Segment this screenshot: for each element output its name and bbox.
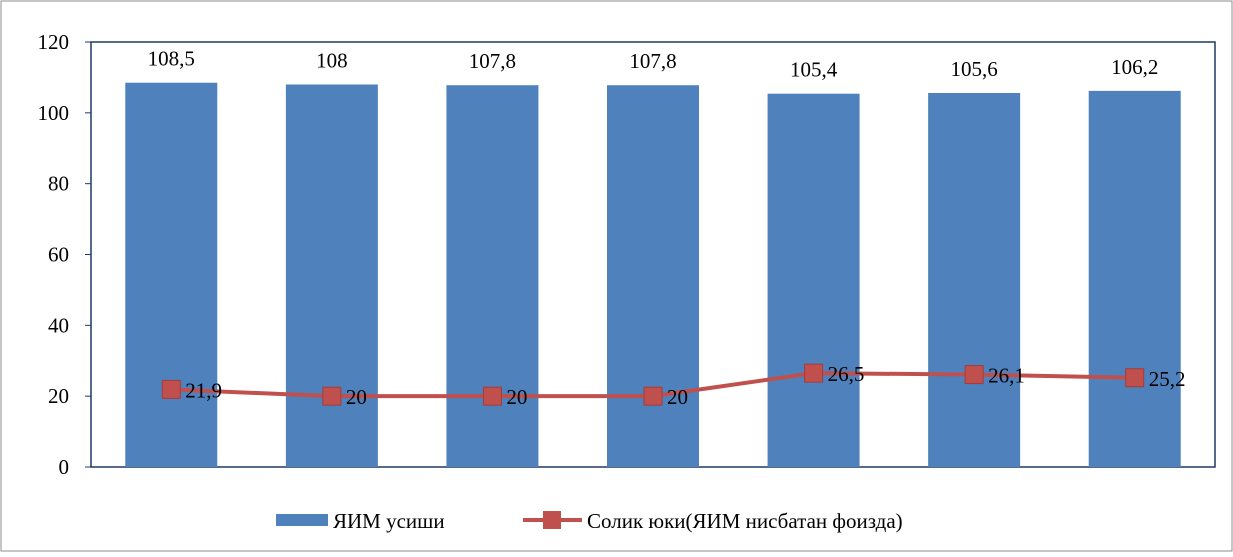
y-tick-label: 20 [48, 384, 69, 408]
line-marker [643, 386, 663, 406]
y-tick-label: 100 [38, 101, 70, 125]
line-marker [804, 363, 824, 383]
line-data-label: 26,5 [828, 362, 865, 386]
bar-data-label: 105,6 [951, 57, 998, 81]
bar-data-labels: 108,5 108 107,8 107,8 105,4 105,6 106,2 [148, 47, 1159, 82]
bar-data-label: 107,8 [469, 49, 516, 73]
line-data-labels: 21,9 20 20 20 26,5 26,1 25,2 [185, 362, 1185, 409]
bar-data-label: 107,8 [629, 49, 676, 73]
y-tick-label: 0 [59, 455, 70, 479]
line-marker [322, 386, 342, 406]
line-data-label: 25,2 [1149, 367, 1186, 391]
line-data-label: 20 [667, 385, 688, 409]
y-tick-label: 120 [38, 30, 70, 54]
legend-bar-label: ЯИМ усиши [333, 509, 445, 533]
line-marker [482, 386, 502, 406]
line-marker [161, 379, 181, 399]
line-data-label: 26,1 [988, 364, 1025, 388]
bar [928, 93, 1021, 467]
y-tick-label: 80 [48, 172, 69, 196]
bar-data-label: 108,5 [148, 47, 195, 71]
y-tick-label: 40 [48, 313, 69, 337]
bar [285, 84, 378, 467]
line-data-label: 20 [506, 385, 527, 409]
legend: ЯИМ усиши Солик юки(ЯИМ нисбатан фоизда) [276, 509, 903, 533]
bar [1088, 90, 1181, 467]
line-series [161, 363, 1145, 406]
bar [607, 85, 699, 467]
line-data-label: 21,9 [185, 378, 222, 402]
legend-line-marker [543, 511, 561, 529]
y-tick-label: 60 [48, 243, 69, 267]
bar-data-label: 105,4 [790, 58, 838, 82]
bar-data-label: 108 [316, 49, 348, 73]
y-axis: 0 20 40 60 80 100 120 [38, 30, 91, 479]
bar [446, 85, 539, 467]
legend-line-label: Солик юки(ЯИМ нисбатан фоизда) [587, 509, 903, 533]
bar [125, 82, 218, 468]
bar [767, 93, 860, 467]
line-marker [1125, 368, 1145, 388]
legend-bar-swatch [276, 514, 328, 526]
line-data-label: 20 [346, 385, 367, 409]
line-marker [964, 365, 984, 385]
bar-data-label: 106,2 [1111, 55, 1158, 79]
